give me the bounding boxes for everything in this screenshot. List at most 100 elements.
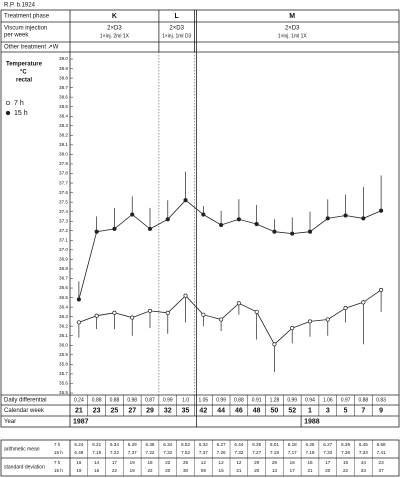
stat-value: 7.33	[323, 450, 332, 455]
x-tick-label: 7	[361, 407, 365, 414]
legend-marker	[5, 100, 11, 106]
y-tick-label: 37.0	[59, 247, 68, 252]
y-tick-label: 36.7	[59, 276, 68, 281]
row-label: Treatment phase	[4, 14, 50, 20]
data-point	[343, 306, 348, 311]
differential: 0.87	[145, 397, 155, 403]
stat-value: 7.37	[128, 450, 137, 455]
x-tick-label: 5	[344, 407, 348, 414]
row-label: arithmetic mean	[4, 446, 40, 452]
y-tick-label: 35.8	[59, 362, 68, 367]
y-tick-label: 36.1	[59, 333, 68, 338]
stat-value: 12	[219, 460, 225, 465]
stat-value: 7.36	[341, 450, 350, 455]
y-tick-label: 37.6	[59, 190, 68, 195]
differential: 0.88	[92, 397, 102, 403]
stat-value: 21	[236, 468, 242, 473]
row-label: Viscum injection	[4, 26, 47, 32]
data-point	[76, 297, 81, 302]
stat-value: 20	[165, 468, 171, 473]
row-label: Calendar week	[4, 408, 45, 414]
y-tick-label: 36.6	[59, 285, 68, 290]
data-point	[183, 198, 188, 203]
data-point	[361, 216, 366, 221]
data-point	[290, 326, 295, 331]
phase-name: L	[175, 13, 180, 20]
x-tick-label: 46	[235, 407, 243, 414]
data-point	[183, 293, 188, 298]
stat-value: 6.27	[323, 442, 332, 447]
stat-value: 6.29	[128, 442, 137, 447]
legend-label: 15 h	[14, 110, 28, 117]
differential: 0.91	[252, 397, 262, 403]
stat-value: 44	[361, 460, 367, 465]
stat-value: 7.17	[288, 450, 297, 455]
stat-value: 6.58	[377, 442, 386, 447]
y-tick-label: 38.2	[59, 133, 68, 138]
data-point	[272, 229, 277, 234]
data-point	[112, 226, 117, 231]
y-tick-label: 37.4	[59, 209, 68, 214]
year: 1988	[304, 418, 320, 425]
data-point	[147, 226, 153, 231]
y-tick-label: 37.5	[59, 199, 68, 204]
row-label: Other treatment ↗W	[4, 45, 59, 51]
stat-value: 15	[343, 460, 349, 465]
phase-name: K	[112, 13, 117, 20]
phase-dose: 2×D3	[285, 26, 300, 32]
stat-value: 22	[147, 468, 153, 473]
y-label: Temperature	[6, 62, 43, 68]
stat-value: 33	[361, 468, 367, 473]
stat-value: 14	[94, 460, 100, 465]
row-label: per week	[4, 33, 29, 39]
stat-value: 6.34	[163, 442, 172, 447]
stat-value: 19	[130, 468, 136, 473]
data-point	[307, 319, 313, 324]
data-point	[254, 222, 259, 227]
data-point	[272, 342, 277, 347]
data-point	[147, 308, 153, 313]
legend-label: 7 h	[14, 100, 24, 107]
stat-value: 7.22	[110, 450, 119, 455]
differential: 1.28	[270, 397, 280, 403]
data-point	[236, 301, 241, 306]
stat-value: 6.44	[234, 442, 243, 447]
row-label: 15 h	[54, 450, 63, 455]
stat-value: 7.22	[146, 450, 155, 455]
stat-value: 18	[147, 460, 153, 465]
differential: 0.99	[216, 397, 226, 403]
stat-value: 22	[343, 468, 349, 473]
row-label: 7 h	[54, 442, 61, 447]
y-tick-label: 36.5	[59, 295, 68, 300]
x-tick-label: 9	[379, 407, 383, 414]
series-line	[78, 289, 382, 345]
stat-value: 7.32	[234, 450, 243, 455]
stat-value: 7.41	[377, 450, 386, 455]
data-point	[290, 231, 295, 236]
stat-value: 6.27	[217, 442, 226, 447]
phase-name: M	[289, 13, 295, 20]
differential: 0.99	[287, 397, 297, 403]
stat-value: 16	[76, 460, 82, 465]
stat-value: 28	[183, 460, 189, 465]
data-point	[343, 213, 348, 218]
stat-value: 6.32	[199, 442, 208, 447]
differential: 0.99	[163, 397, 173, 403]
data-point	[219, 222, 224, 228]
phase-detail: 1×inj. 1ml 1X	[278, 33, 308, 39]
stat-value: 12	[201, 460, 207, 465]
y-tick-label: 35.6	[59, 381, 68, 386]
x-tick-label: 27	[128, 407, 136, 414]
y-tick-label: 35.7	[59, 371, 68, 376]
data-point	[94, 313, 99, 318]
x-tick-label: 21	[75, 407, 83, 414]
stat-value: 19	[76, 468, 82, 473]
y-tick-label: 36.2	[59, 323, 68, 328]
y-tick-label: 37.9	[59, 161, 68, 166]
x-tick-label: 42	[199, 407, 207, 414]
stat-value: 6.01	[270, 442, 279, 447]
data-point	[325, 317, 330, 322]
stat-value: 15	[219, 468, 225, 473]
stat-value: 22	[112, 468, 118, 473]
stat-value: 7.33	[359, 450, 368, 455]
